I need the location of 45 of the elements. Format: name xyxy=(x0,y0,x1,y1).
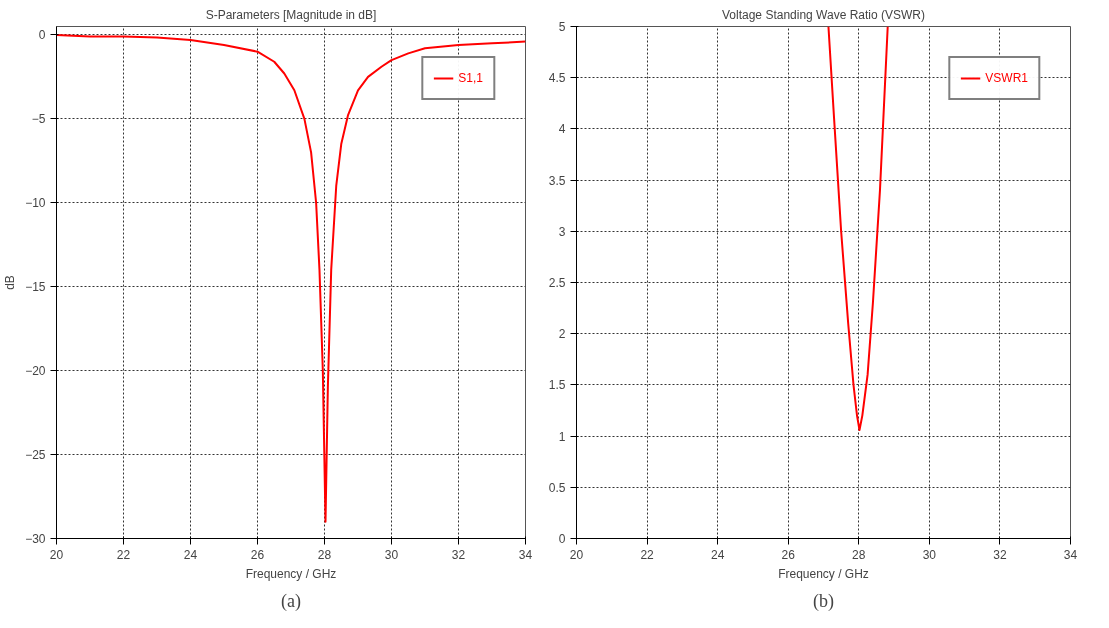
y-tick-label: 1 xyxy=(558,429,566,444)
y-tick-label: 1.5 xyxy=(548,378,566,393)
y-tick-label: 2 xyxy=(558,327,566,342)
x-tick-label: 30 xyxy=(384,547,399,562)
x-axis-title: Frequency / GHz xyxy=(778,566,869,581)
x-tick-label: 30 xyxy=(922,547,937,562)
text: (a) xyxy=(281,590,301,612)
line-series xyxy=(827,26,889,431)
y-tick-label: −5 xyxy=(31,112,46,127)
y-tick-label: 5 xyxy=(558,20,566,34)
line-series xyxy=(56,33,526,523)
x-tick-label: 26 xyxy=(250,547,265,562)
x-tick-label: 22 xyxy=(640,547,655,562)
x-tick-label: 20 xyxy=(569,547,584,562)
y-tick-label: −15 xyxy=(25,280,46,295)
y-axis-title: dB xyxy=(3,275,18,290)
x-tick-label: 28 xyxy=(852,547,866,562)
y-tick-label: 0 xyxy=(558,532,566,546)
y-tick-label: 0.5 xyxy=(548,480,566,495)
legend-label: S1,1 xyxy=(458,71,483,85)
y-tick-label: 4 xyxy=(558,122,566,137)
y-tick-label: −30 xyxy=(25,532,46,546)
chart-title: Voltage Standing Wave Ratio (VSWR) xyxy=(722,7,925,22)
y-tick-label: 0 xyxy=(38,28,46,43)
y-tick-label: −10 xyxy=(25,196,46,211)
chart-title: S-Parameters [Magnitude in dB] xyxy=(205,7,377,22)
x-tick-label: 34 xyxy=(1063,547,1078,562)
y-tick-label: −25 xyxy=(25,448,46,463)
y-tick-label: 2.5 xyxy=(548,276,566,290)
x-tick-label: 20 xyxy=(49,547,64,562)
legend-label: VSWR1 xyxy=(985,71,1028,85)
x-tick-label: 26 xyxy=(781,547,796,562)
x-axis-title: Frequency / GHz xyxy=(245,566,337,581)
y-tick-label: 3.5 xyxy=(548,173,566,188)
x-tick-label: 22 xyxy=(116,547,131,562)
x-tick-label: 28 xyxy=(317,547,332,562)
x-tick-label: 24 xyxy=(183,547,198,562)
x-tick-label: 24 xyxy=(710,547,725,562)
y-tick-label: 3 xyxy=(558,224,566,239)
y-tick-label: 4.5 xyxy=(548,71,566,86)
text: (b) xyxy=(813,590,835,612)
y-tick-label: −20 xyxy=(25,364,46,379)
x-tick-label: 34 xyxy=(518,547,533,562)
x-tick-label: 32 xyxy=(451,547,466,562)
x-tick-label: 32 xyxy=(993,547,1007,562)
